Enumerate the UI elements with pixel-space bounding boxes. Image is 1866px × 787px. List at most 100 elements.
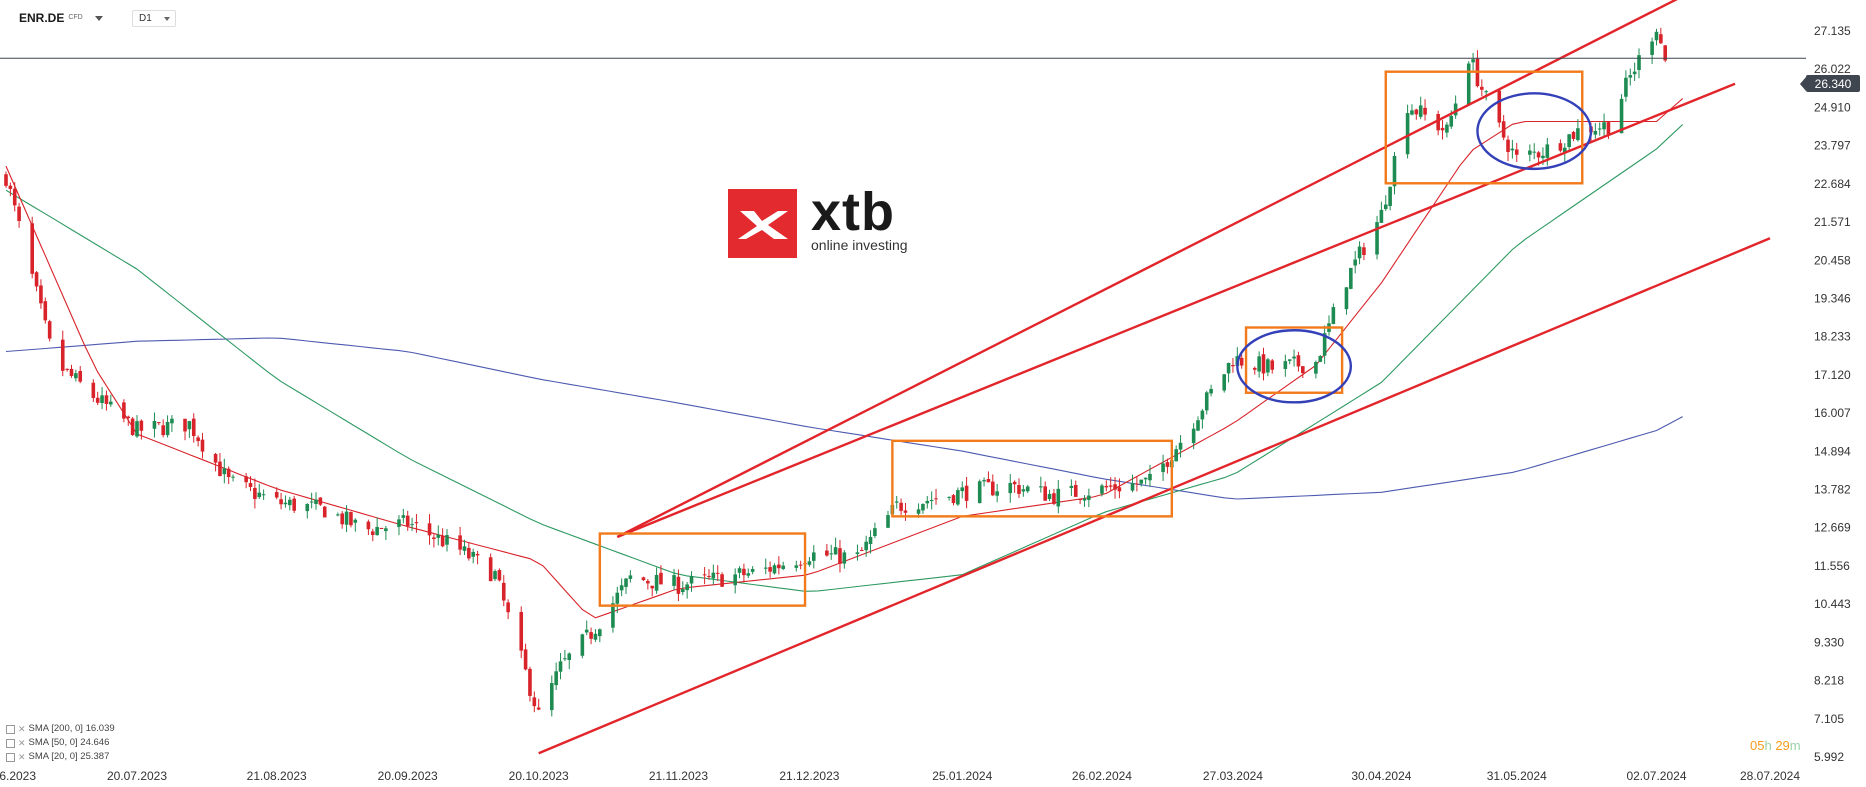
candle bbox=[860, 550, 864, 552]
candle bbox=[733, 574, 737, 586]
candle bbox=[1606, 122, 1611, 135]
legend-item-sma20[interactable]: ✕ SMA [20, 0] 25.387 bbox=[6, 750, 115, 764]
candle bbox=[659, 572, 663, 585]
settings-icon[interactable] bbox=[6, 738, 15, 748]
candle bbox=[1449, 115, 1454, 127]
legend-item-sma50[interactable]: ✕ SMA [50, 0] 24.646 bbox=[6, 736, 115, 750]
candle bbox=[1349, 267, 1353, 289]
x-tick-label: 21.11.2023 bbox=[649, 769, 708, 783]
candle bbox=[1567, 134, 1571, 148]
candle bbox=[929, 500, 934, 502]
candle bbox=[1161, 463, 1165, 473]
candle bbox=[593, 633, 598, 640]
candle bbox=[947, 496, 951, 498]
candle bbox=[1619, 98, 1624, 134]
sma-line-20 bbox=[5, 98, 1684, 619]
instrument-selector[interactable]: ENR.DE CFD bbox=[0, 8, 103, 28]
candle bbox=[126, 416, 131, 419]
consolidation-box bbox=[891, 439, 1174, 518]
candle bbox=[65, 368, 69, 370]
candle bbox=[1383, 204, 1388, 210]
candle-countdown: 05h 29m bbox=[1750, 738, 1801, 753]
candle bbox=[995, 491, 999, 496]
symbol-label: ENR.DE bbox=[19, 11, 65, 25]
candle bbox=[17, 206, 21, 222]
candle bbox=[554, 671, 558, 686]
candle bbox=[353, 519, 358, 523]
candle bbox=[1283, 361, 1288, 369]
candle bbox=[1257, 356, 1261, 372]
candle bbox=[379, 527, 384, 529]
candle bbox=[811, 552, 816, 561]
candle bbox=[1082, 498, 1087, 501]
legend-label: SMA [20, 0] 25.387 bbox=[28, 751, 110, 762]
candle bbox=[1379, 209, 1384, 223]
candle bbox=[8, 185, 13, 189]
candle bbox=[707, 575, 711, 577]
candle bbox=[1222, 374, 1227, 391]
legend-item-sma200[interactable]: ✕ SMA [200, 0] 16.039 bbox=[6, 722, 115, 736]
candle bbox=[1423, 107, 1427, 115]
close-icon[interactable]: ✕ bbox=[18, 738, 26, 748]
candle bbox=[462, 546, 467, 551]
candle bbox=[47, 321, 52, 339]
candle bbox=[34, 272, 39, 287]
moving-averages bbox=[5, 98, 1684, 619]
chevron-down-icon[interactable] bbox=[94, 15, 103, 21]
candle bbox=[1069, 485, 1074, 488]
candle bbox=[1148, 473, 1152, 481]
close-icon[interactable]: ✕ bbox=[18, 724, 26, 734]
highlight-circle bbox=[1476, 92, 1593, 171]
candle bbox=[1039, 486, 1043, 488]
candle bbox=[95, 397, 100, 403]
settings-icon[interactable] bbox=[6, 752, 15, 762]
candle bbox=[960, 487, 965, 492]
candle bbox=[921, 504, 925, 511]
candle bbox=[720, 574, 724, 587]
timeframe-label: D1 bbox=[139, 13, 152, 24]
candle bbox=[139, 420, 144, 431]
candle bbox=[1135, 483, 1139, 485]
candle bbox=[213, 453, 218, 463]
candle bbox=[1375, 222, 1379, 255]
candle bbox=[274, 491, 279, 498]
axes: 5.992 7.105 8.218 9.330 10.443 11.556 12.669 13… bbox=[0, 24, 1851, 783]
candle bbox=[231, 476, 235, 478]
settings-icon[interactable] bbox=[6, 724, 15, 734]
candle bbox=[122, 402, 126, 419]
candle bbox=[598, 629, 602, 637]
candle bbox=[1200, 410, 1205, 420]
candle bbox=[781, 565, 786, 569]
candle bbox=[1536, 152, 1541, 158]
candle bbox=[1436, 114, 1440, 131]
candle bbox=[580, 634, 585, 656]
candle bbox=[1514, 149, 1519, 155]
candle bbox=[1231, 364, 1235, 367]
candle bbox=[1047, 493, 1052, 500]
candle bbox=[768, 567, 772, 572]
candle bbox=[1510, 148, 1515, 151]
trendline bbox=[538, 237, 1771, 755]
candle bbox=[1541, 155, 1545, 159]
candle bbox=[1261, 354, 1266, 374]
x-tick-label: 27.03.2024 bbox=[1203, 769, 1263, 783]
candle bbox=[763, 567, 768, 569]
y-tick-label: 20.458 bbox=[1814, 253, 1851, 267]
consolidation-box bbox=[1244, 326, 1344, 394]
candle bbox=[646, 580, 650, 584]
candle bbox=[842, 552, 847, 564]
candle bbox=[1209, 388, 1213, 394]
candle bbox=[497, 570, 502, 581]
candle bbox=[567, 653, 572, 661]
timeframe-select[interactable]: D1 bbox=[132, 10, 176, 27]
candle bbox=[746, 573, 751, 576]
candle bbox=[1650, 41, 1654, 55]
candle bbox=[894, 501, 899, 503]
candle bbox=[1344, 287, 1349, 310]
candle bbox=[384, 528, 388, 532]
candle bbox=[74, 373, 78, 379]
close-icon[interactable]: ✕ bbox=[18, 752, 26, 762]
candle bbox=[1445, 124, 1449, 133]
candle bbox=[261, 494, 266, 496]
